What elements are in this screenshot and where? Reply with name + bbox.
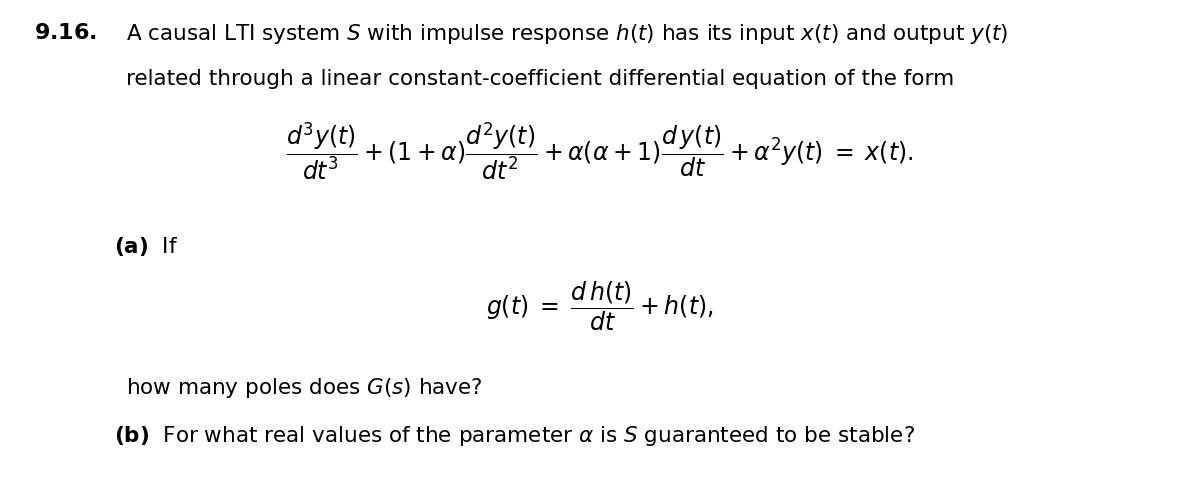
Text: related through a linear constant-coefficient differential equation of the form: related through a linear constant-coeffi… [126, 69, 954, 90]
Text: $\mathbf{(b)}$  For what real values of the parameter $\alpha$ is $S$ guaranteed: $\mathbf{(b)}$ For what real values of t… [114, 424, 914, 448]
Text: A causal LTI system $S$ with impulse response $h(t)$ has its input $x(t)$ and ou: A causal LTI system $S$ with impulse res… [126, 22, 1008, 46]
Text: $\dfrac{d^3 y(t)}{dt^3} + (1 + \alpha)\dfrac{d^2 y(t)}{dt^2} + \alpha(\alpha + 1: $\dfrac{d^3 y(t)}{dt^3} + (1 + \alpha)\d… [287, 120, 913, 182]
Text: $g(t) \;=\; \dfrac{d\,h(t)}{dt} + h(t),$: $g(t) \;=\; \dfrac{d\,h(t)}{dt} + h(t),$ [486, 280, 714, 333]
Text: how many poles does $G(s)$ have?: how many poles does $G(s)$ have? [126, 376, 482, 400]
Text: $\mathbf{9.16.}$: $\mathbf{9.16.}$ [34, 22, 97, 44]
Text: $\mathbf{(a)}$  If: $\mathbf{(a)}$ If [114, 235, 178, 258]
